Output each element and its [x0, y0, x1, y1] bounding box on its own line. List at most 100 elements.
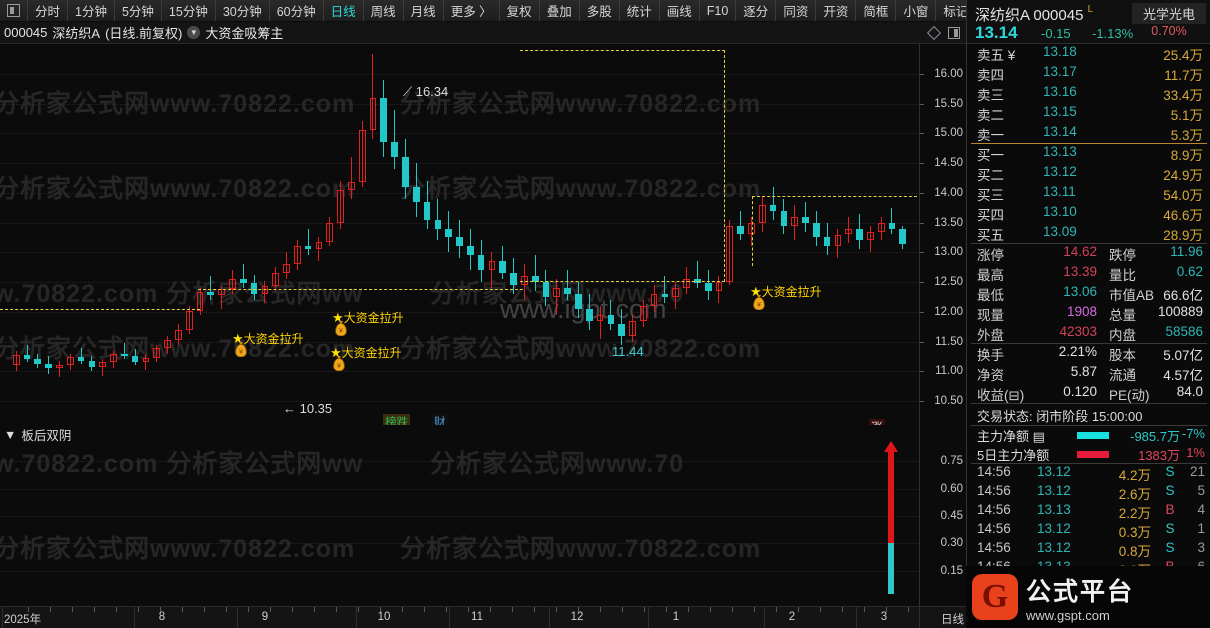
big-fund-signal[interactable]: ★大资金拉升 ¥ — [232, 330, 304, 357]
panel-separator — [971, 463, 1207, 464]
gspt-title: 公式平台 — [1026, 577, 1135, 606]
menu-item-60min[interactable]: 60分钟 — [270, 0, 324, 21]
menu-item-kaizi[interactable]: 开资 — [816, 0, 857, 21]
recent-dash-box — [752, 196, 917, 266]
quote-sector[interactable]: 光学光电 — [1132, 3, 1206, 24]
time-axis-tick — [72, 607, 73, 612]
price-axis-tick — [920, 133, 924, 135]
chart-marker-tag[interactable]: 榜跌 — [383, 414, 410, 425]
time-axis-tick — [314, 607, 315, 612]
chevron-down-icon[interactable]: ▼ — [4, 427, 17, 442]
menu-item-5min[interactable]: 5分钟 — [115, 0, 162, 21]
chart-stock-code: 000045 — [4, 25, 48, 40]
time-axis-tick — [402, 607, 403, 612]
menu-item-weekly[interactable]: 周线 — [364, 0, 404, 21]
price-axis-label: 10.50 — [934, 395, 963, 408]
stat-value: 13.06 — [1063, 284, 1097, 299]
chart-marker-tag[interactable]: 涨 — [869, 419, 885, 425]
chart-marker-tag[interactable]: 财 — [432, 414, 448, 425]
candle — [499, 44, 507, 425]
quote-stat-row: 收益(⊟) 0.120 PE(动) 84.0 — [967, 384, 1210, 404]
menu-item-huaxian[interactable]: 画线 — [660, 0, 700, 21]
menu-item-1min[interactable]: 1分钟 — [68, 0, 115, 21]
menu-item-zhufen[interactable]: 逐分 — [736, 0, 777, 21]
quote-last-price: 13.14 — [975, 23, 1018, 42]
indicator-arrow-up-icon — [884, 441, 898, 453]
price-axis-label: 15.50 — [934, 97, 963, 110]
time-axis-label: 9 — [261, 611, 269, 623]
tick-row[interactable]: 14:56 13.12 0.3万 S 1 — [967, 521, 1210, 540]
menu-item-15min[interactable]: 15分钟 — [162, 0, 216, 21]
stat-key: 跌停 — [1109, 248, 1136, 263]
menu-item-tongji[interactable]: 统计 — [620, 0, 660, 21]
menu-item-diejia[interactable]: 叠加 — [540, 0, 580, 21]
buy-level-row: 买二 13.12 24.9万 — [967, 164, 1210, 184]
indicator-gridline — [0, 516, 919, 518]
time-axis: 2025年 8 9 10 11 12 1 2 3 日线 — [0, 606, 966, 628]
candle — [888, 44, 896, 425]
stat-value: 13.39 — [1063, 264, 1097, 279]
menu-item-daily[interactable]: 日线 — [324, 0, 364, 21]
big-fund-signal[interactable]: ★大资金拉升 ¥ — [750, 283, 822, 310]
time-axis-tick — [864, 607, 865, 612]
menu-item-30min[interactable]: 30分钟 — [216, 0, 270, 21]
menu-item-xiaochuang[interactable]: 小窗 — [896, 0, 937, 21]
window-layout-icon[interactable] — [948, 26, 960, 39]
time-axis-label: 1 — [672, 611, 680, 623]
star-icon: ★ — [332, 310, 344, 325]
menu-item-duogu[interactable]: 多股 — [580, 0, 620, 21]
time-axis-tick — [358, 607, 359, 612]
tick-count: 1 — [1197, 521, 1205, 536]
indicator-plot[interactable] — [0, 425, 919, 606]
big-fund-signal[interactable]: ★大资金拉升 ¥ — [330, 344, 402, 371]
chevron-down-icon[interactable]: ▼ — [187, 26, 201, 39]
menu-item-more[interactable]: 更多 〉 — [444, 0, 500, 21]
price-axis-tick — [920, 103, 924, 105]
price-plot[interactable]: ⟋ 16.34 ← 10.35 11.44 ★大资金拉升 ¥ ★大资金拉升 ¥ ★大资金拉升 ¥… — [0, 44, 919, 425]
candle — [207, 44, 215, 425]
tick-row[interactable]: 14:56 13.12 0.8万 S 3 — [967, 540, 1210, 559]
menu-item-fuquan[interactable]: 复权 — [500, 0, 540, 21]
chart-indicator-name[interactable]: 大资金吸筹主 — [205, 26, 284, 41]
big-fund-signal[interactable]: ★大资金拉升 ¥ — [332, 309, 404, 336]
candle — [391, 44, 398, 425]
tick-side: S — [1165, 483, 1175, 498]
diamond-icon[interactable] — [926, 25, 942, 40]
level-label: 卖五 ¥ — [977, 48, 1016, 63]
tick-row[interactable]: 14:56 13.12 4.2万 S 21 — [967, 464, 1210, 483]
indicator-axis-label: 0.60 — [940, 482, 963, 495]
sell-level-row: 卖三 13.16 33.4万 — [967, 84, 1210, 104]
stat-value: 5.07亿 — [1163, 348, 1203, 363]
candle — [456, 44, 463, 425]
low-price-marker: ← 10.35 — [283, 401, 333, 416]
level-separator — [971, 143, 1207, 144]
buy-level-row: 买一 13.13 8.9万 — [967, 144, 1210, 164]
svg-text:¥: ¥ — [337, 363, 341, 370]
tick-row[interactable]: 14:56 13.12 2.6万 S 5 — [967, 483, 1210, 502]
menu-item-tongzi[interactable]: 同资 — [776, 0, 817, 21]
time-axis-period: 日线 — [941, 614, 964, 626]
indicator-gridline — [0, 488, 919, 490]
candle — [877, 44, 885, 425]
menu-item-monthly[interactable]: 月线 — [404, 0, 444, 21]
panel-toggle-icon[interactable] — [0, 0, 28, 21]
money-bag-icon: ¥ — [333, 356, 345, 371]
time-axis-label: 2025年 — [4, 614, 42, 626]
big-fund-signal-label: 大资金拉升 — [761, 285, 822, 299]
stat-value: 14.62 — [1063, 244, 1097, 259]
price-axis-label: 12.00 — [934, 305, 963, 318]
tick-row[interactable]: 14:56 13.13 2.2万 B 4 — [967, 502, 1210, 521]
price-axis-label: 14.50 — [934, 157, 963, 170]
time-axis-separator — [449, 607, 450, 628]
price-axis-label: 15.00 — [934, 127, 963, 140]
tick-side: S — [1165, 521, 1175, 536]
candle — [715, 44, 723, 425]
fund-flow-bar — [1077, 451, 1109, 458]
stat-key: 换手 — [977, 348, 1004, 363]
price-pane: ⟋ 16.34 ← 10.35 11.44 ★大资金拉升 ¥ ★大资金拉升 ¥ ★大资金拉升 ¥… — [0, 44, 966, 425]
menu-item-fenshi[interactable]: 分时 — [28, 0, 69, 21]
svg-text:¥: ¥ — [239, 349, 243, 356]
menu-item-f10[interactable]: F10 — [700, 0, 737, 21]
menu-item-jiankuang[interactable]: 简框 — [856, 0, 897, 21]
quote-panel: 深纺织A 000045 L 13.14 -0.15 -1.13% 光学光电 0.… — [966, 0, 1210, 628]
